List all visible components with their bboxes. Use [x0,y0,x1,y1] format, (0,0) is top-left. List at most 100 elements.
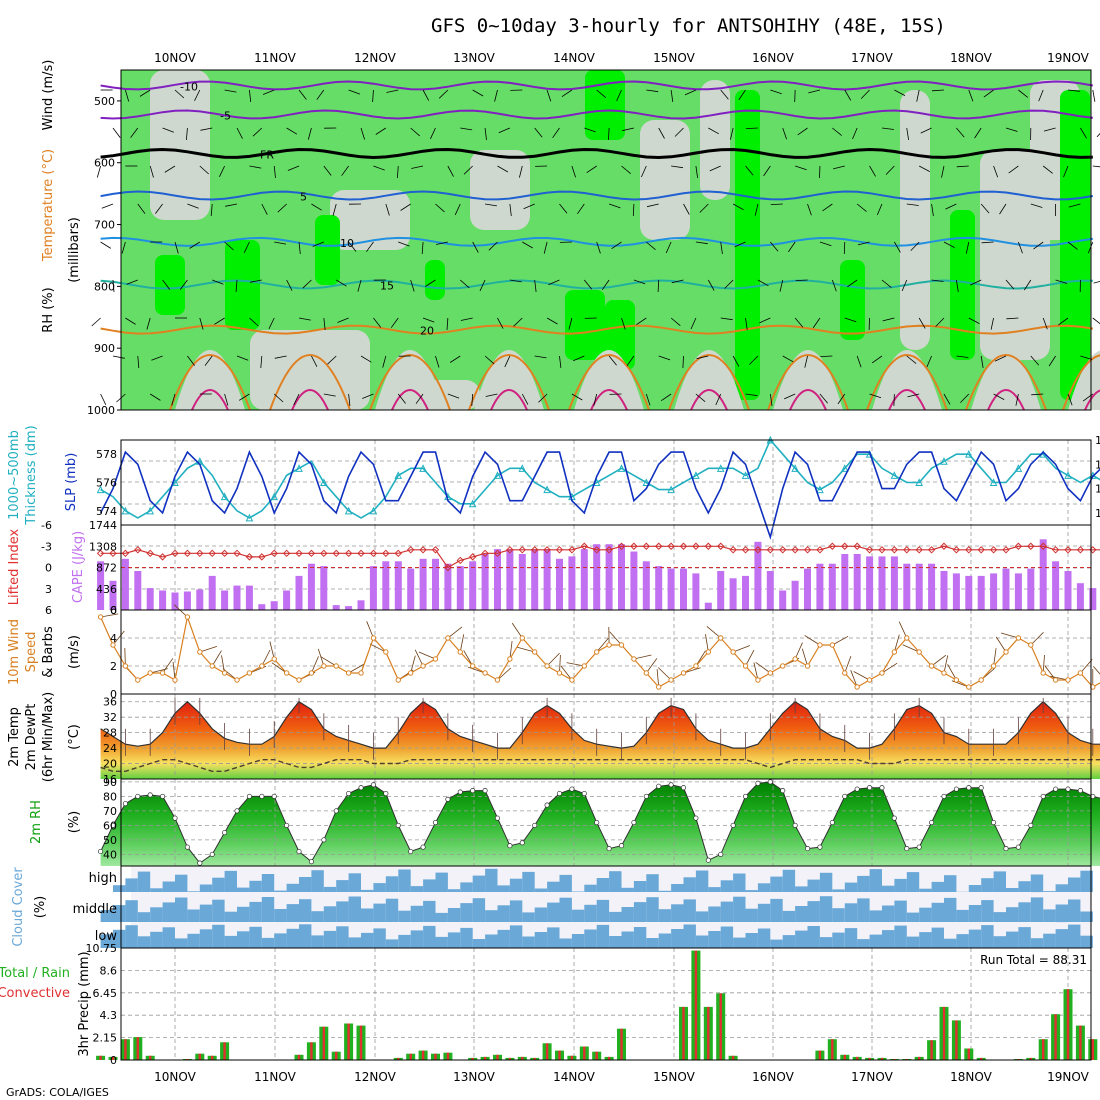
cape-bar [146,588,154,610]
cloud-cover-cell [311,870,324,892]
wind-barb [956,127,965,138]
rh-marker [1015,844,1021,850]
wind-speed-marker [656,684,662,690]
cape-tick-label: 872 [96,562,117,575]
cloud-cover-cell [522,871,535,892]
wind-speed-marker [606,642,612,648]
lifted-index-marker [96,549,105,558]
cloud-cover-cell [311,911,324,922]
wind-barb [769,393,773,406]
thickness-marker [493,471,502,479]
wind-speed-marker [358,670,364,676]
wind-barb [546,317,558,325]
cape-bar [704,602,712,610]
cloud-cover-cell [286,883,299,892]
wind-barb [1068,203,1081,208]
wind-barb [920,127,932,134]
wind-barb [130,127,139,138]
wind-barb [850,670,858,688]
lifted-index-tick-label: -6 [41,519,52,532]
cloud-cover-cell [981,878,994,892]
cloud-row-label: low [95,929,118,944]
wind-barb [916,89,920,102]
cloud-cover-cell [150,888,163,892]
cloud-cover-cell [844,882,858,892]
rh-marker [705,857,711,863]
cloud-cover-cell [460,882,473,892]
wind-speed-marker [854,684,860,690]
wind-barb [931,89,944,92]
cloud-cover-cell [646,874,659,892]
cloud-cover-cell [410,930,424,948]
rh-marker [817,844,823,850]
cloud-cover-cell [361,889,374,892]
cloud-cover-cell [819,937,833,948]
rh-marker [693,815,699,821]
wind-barb [745,649,755,667]
rh-marker [929,819,935,826]
wind-barb [1030,355,1040,366]
wind-barb [983,89,994,98]
cloud-cover-cell [274,909,287,922]
wind-speed-marker [569,677,575,683]
cloud-cover-cell [671,884,684,892]
below-surface-band [121,410,1091,440]
cape-bar [692,573,700,610]
cloud-cover-cell [472,875,486,892]
wind-barb [699,203,709,213]
lifted-index-marker [270,549,278,558]
thickness-marker [840,464,849,472]
cape-bar [369,566,377,610]
cloud-cover-cell [832,908,845,922]
precip-convective-bar [297,1054,301,1060]
wind-barb [960,393,970,403]
cloud-cover-cell [534,888,548,892]
lifted-index-marker [692,542,700,550]
y-tick-label: 1000 [87,404,115,417]
temp-tick-label: 24 [103,742,117,755]
wind-barb [211,650,222,667]
wind-barb [422,89,430,101]
cloud-cover-cell [100,934,113,948]
wind-barb [795,279,808,281]
lifted-index-marker [245,553,254,561]
cape-bar [494,549,501,610]
wind-speed-marker [829,642,836,648]
cloud-cover-cell [683,877,696,892]
rh-marker [98,848,104,855]
precip-convective-bar [508,1057,512,1060]
wind-barb [657,279,660,293]
isotherm-line [100,279,1093,290]
wind-barb [860,89,870,99]
rh-marker [494,815,501,821]
wind-speed-marker [296,677,302,683]
date-label: 12NOV [354,51,396,65]
slp-tick-label: 1016 [1095,434,1100,447]
cloud-cover-cell [299,877,312,892]
wind-barb [561,89,573,98]
cloud-cover-cell [857,939,870,948]
wind-barb [204,355,213,366]
cloud-cover-cell [708,906,721,922]
wind-barb [348,89,361,95]
cape-bar [779,590,787,610]
wind-barb [906,203,919,206]
cloud-cover-cell [757,928,771,948]
cape-label: CAPE (J/kg) [71,531,86,603]
lifted-index-marker [592,546,601,554]
precip-convective-bar [99,1055,102,1060]
cloud-cover-cell [249,880,262,892]
wind-barb [720,89,729,100]
wind-barb [372,89,374,103]
rh-marker [656,783,662,789]
cape-bar [245,585,253,610]
wind-barb [695,241,708,245]
temp-label-4: (°C) [67,724,82,750]
lifted-index-line [100,545,1100,569]
wind-barb [268,317,275,329]
rh-tick-label: 60 [103,819,117,832]
wind-barb [137,355,140,369]
cloud-cover-cell [596,878,610,892]
wind-barb [173,604,188,618]
precip-convective-bar [1029,1057,1032,1060]
